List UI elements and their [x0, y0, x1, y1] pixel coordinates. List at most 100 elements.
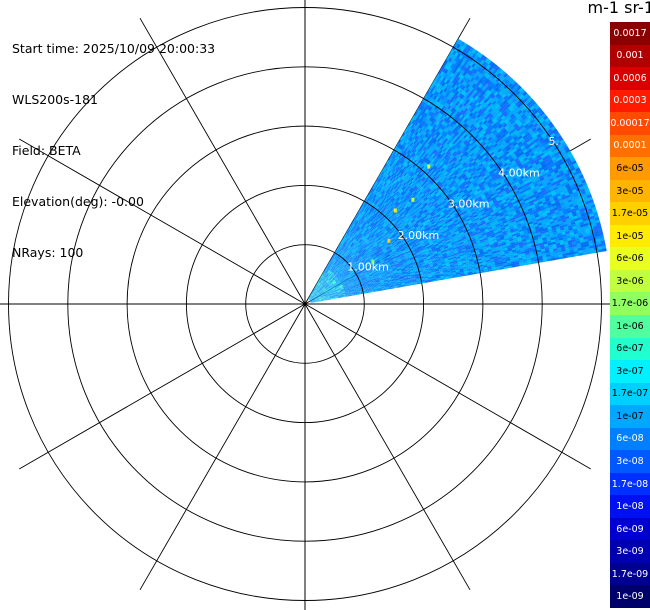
- range-gate-cell: [417, 201, 422, 206]
- range-gate-cell: [411, 184, 416, 189]
- range-gate-cell: [483, 72, 489, 78]
- range-gate-cell: [461, 100, 466, 106]
- range-gate-cell: [510, 95, 515, 101]
- range-gate-cell: [359, 244, 363, 249]
- range-gate-cell: [332, 269, 336, 273]
- range-gate-cell: [381, 216, 385, 220]
- range-gate-cell: [395, 213, 400, 218]
- range-gate-cell: [461, 85, 466, 91]
- range-gate-cell: [440, 156, 445, 161]
- range-gate-cell: [329, 266, 333, 271]
- range-gate-cell: [475, 86, 481, 92]
- range-gate-cell: [427, 160, 432, 165]
- range-gate-cell: [330, 278, 334, 282]
- range-gate-cell: [517, 109, 523, 115]
- range-gate-cell: [398, 210, 403, 215]
- range-gate-cell: [476, 135, 481, 141]
- range-gate-cell: [450, 160, 455, 166]
- range-gate-cell: [474, 128, 480, 133]
- range-gate-cell: [352, 249, 356, 253]
- range-gate-cell: [439, 89, 444, 95]
- range-gate-cell: [387, 235, 392, 239]
- range-gate-cell: [384, 163, 388, 168]
- range-gate-cell: [474, 80, 479, 86]
- range-gate-cell: [328, 276, 332, 280]
- range-gate-cell: [469, 61, 474, 67]
- range-gate-cell: [317, 282, 321, 286]
- range-gate-cell: [308, 296, 312, 300]
- range-gate-cell: [393, 179, 397, 184]
- range-gate-cell: [389, 224, 394, 229]
- range-gate-cell: [320, 285, 325, 289]
- range-gate-cell: [357, 212, 361, 218]
- range-gate-cell: [515, 90, 521, 96]
- range-gate-cell: [431, 89, 436, 95]
- range-gate-cell: [337, 257, 341, 262]
- range-gate-cell: [446, 65, 451, 71]
- range-gate-cell: [401, 151, 406, 156]
- range-gate-cell: [311, 293, 315, 297]
- range-gate-cell: [401, 202, 406, 207]
- range-gate-cell: [434, 151, 440, 156]
- range-gate-cell: [412, 138, 416, 144]
- range-gate-cell: [324, 283, 328, 287]
- range-gate-cell: [321, 280, 325, 284]
- range-gate-cell: [327, 275, 332, 280]
- range-gate-cell: [383, 223, 388, 228]
- range-gate-cell: [409, 211, 415, 216]
- range-gate-cell: [356, 259, 361, 263]
- range-gate-cell: [381, 233, 386, 238]
- range-gate-cell: [372, 248, 377, 252]
- range-gate-cell: [389, 207, 394, 212]
- range-gate-cell: [366, 224, 371, 229]
- range-gate-cell: [378, 242, 382, 246]
- range-gate-cell: [430, 163, 435, 169]
- range-gate-cell: [420, 149, 425, 155]
- range-gate-cell: [436, 152, 441, 157]
- range-gate-cell: [442, 111, 447, 116]
- range-gate-cell: [371, 212, 375, 217]
- range-gate-cell: [329, 261, 332, 266]
- range-gate-cell: [325, 273, 329, 278]
- range-gate-cell: [441, 151, 446, 157]
- range-gate-cell: [458, 152, 464, 157]
- range-gate-cell: [424, 204, 429, 209]
- range-gate-cell: [461, 132, 467, 138]
- range-gate-cell: [324, 272, 328, 277]
- range-gate-cell: [399, 189, 404, 194]
- range-gate-cell: [316, 286, 320, 291]
- range-gate-cell: [408, 131, 413, 137]
- range-gate-cell: [374, 190, 379, 196]
- range-gate-cell: [355, 252, 359, 256]
- range-gate-cell: [421, 145, 426, 151]
- range-gate-cell: [313, 289, 316, 293]
- range-gate-cell: [317, 282, 320, 286]
- range-gate-cell: [384, 225, 389, 230]
- range-gate-cell: [495, 81, 501, 87]
- range-gate-cell: [489, 151, 495, 156]
- range-gate-cell: [330, 278, 334, 282]
- range-gate-cell: [392, 178, 396, 183]
- range-gate-cell: [406, 220, 411, 225]
- range-gate-cell: [420, 193, 425, 198]
- range-gate-cell: [331, 257, 335, 262]
- range-gate-cell: [410, 212, 415, 217]
- range-gate-cell: [463, 163, 469, 168]
- range-gate-cell: [380, 238, 384, 242]
- range-gate-cell: [416, 177, 421, 182]
- range-gate-cell: [397, 157, 402, 163]
- range-gate-cell: [338, 269, 342, 273]
- range-gate-cell: [362, 247, 366, 252]
- range-gate-cell: [467, 80, 473, 86]
- range-gate-cell: [310, 291, 313, 296]
- range-gate-cell: [312, 295, 317, 298]
- range-gate-cell: [355, 246, 359, 251]
- range-gate-cell: [443, 106, 448, 112]
- range-gate-cell: [400, 180, 405, 185]
- range-gate-cell: [325, 278, 329, 283]
- range-gate-cell: [434, 105, 439, 111]
- range-gate-cell: [323, 282, 327, 286]
- range-gate-cell: [528, 103, 534, 109]
- range-gate-cell: [397, 215, 402, 220]
- range-gate-cell: [423, 157, 428, 162]
